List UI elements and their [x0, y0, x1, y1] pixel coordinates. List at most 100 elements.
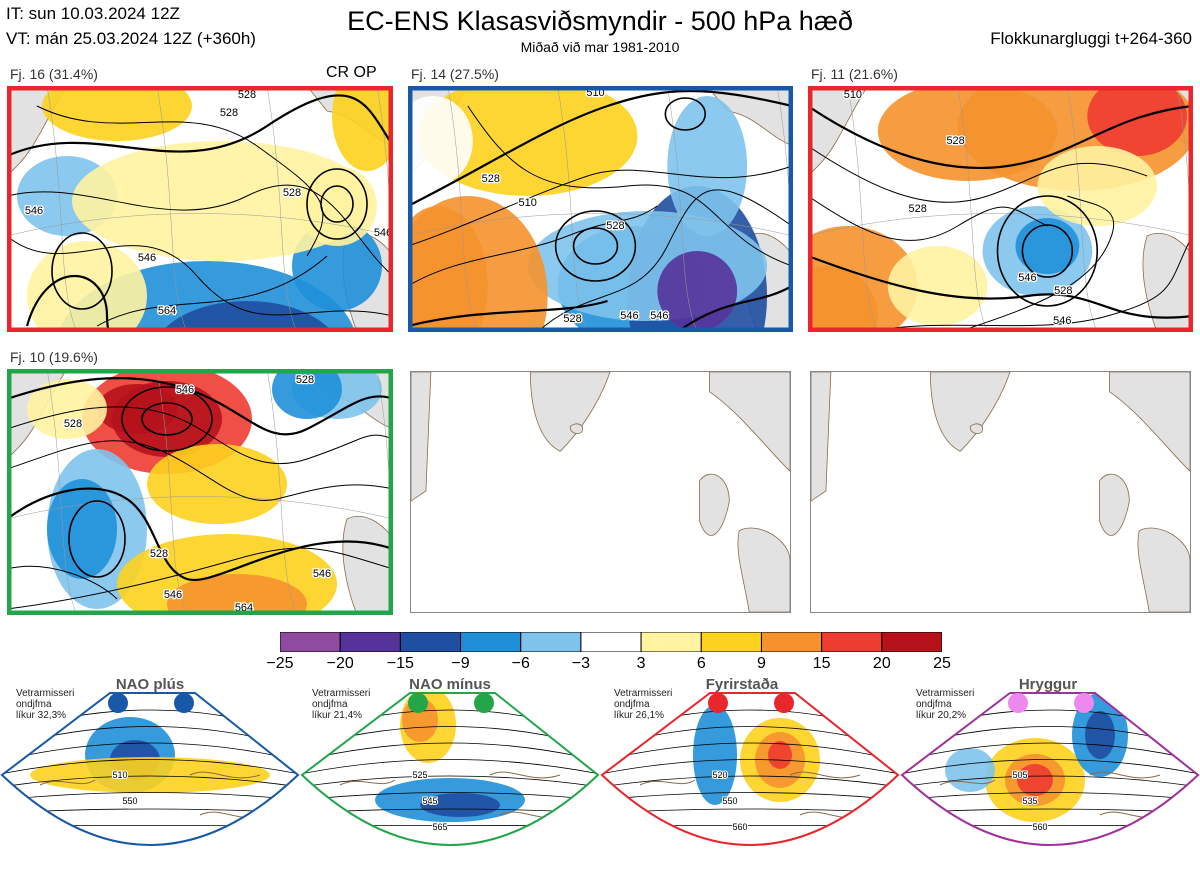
- colorbar-bin: [339, 632, 401, 652]
- chart-subtitle: Miðað við mar 1981-2010: [520, 39, 680, 55]
- height-contour: [7, 487, 393, 582]
- height-contour: [957, 195, 1114, 332]
- land-greenland: [529, 372, 611, 452]
- regime-contour-label: 510: [112, 770, 127, 780]
- colorbar-tick-label: −20: [326, 655, 354, 672]
- cluster-border: [408, 86, 793, 332]
- regime-dot: [1074, 693, 1094, 713]
- anomaly-area: [1087, 86, 1188, 156]
- regime-map-nao-minus: 525 545 565: [300, 675, 600, 871]
- regime-anomaly: [1015, 849, 1045, 861]
- colorbar: [280, 632, 942, 652]
- contour-label: 546: [620, 310, 638, 322]
- anomaly-area: [1037, 146, 1158, 226]
- height-contour: [808, 104, 1193, 170]
- regime-map-blocking: 520 550 560: [600, 675, 900, 871]
- height-contour-closed: [121, 386, 213, 452]
- regime-dot: [474, 693, 494, 713]
- contour-label: 546: [313, 568, 331, 580]
- regime-anomaly: [693, 705, 737, 805]
- regime-anomaly: [30, 757, 270, 793]
- anomaly-area: [297, 166, 377, 246]
- contour-label: 546: [176, 384, 194, 396]
- regime-name-3: Fyrirstaða: [705, 676, 779, 693]
- colorbar-bin: [700, 632, 762, 652]
- anomaly-area: [147, 444, 287, 524]
- colorbar-bin: [460, 632, 522, 652]
- graticule-line: [957, 86, 988, 332]
- regime-anomaly: [945, 748, 995, 792]
- anomaly-area: [27, 241, 147, 332]
- regime-border: [900, 692, 1200, 846]
- contour-label: 528: [1054, 285, 1072, 297]
- contour-label: 528: [909, 203, 927, 215]
- cluster-border: [808, 86, 1193, 332]
- regime-border: [600, 692, 900, 846]
- regime-contour-label: 545: [422, 796, 437, 806]
- colorbar-bin: [881, 632, 942, 652]
- land-europe: [1137, 527, 1190, 612]
- graticule-line: [557, 86, 588, 332]
- land-scandinavia: [709, 372, 790, 472]
- regime-name-2: NAO mínus: [409, 676, 491, 693]
- classification-window: Flokkunargluggi t+264-360: [990, 29, 1192, 48]
- cluster-border: [7, 369, 393, 615]
- anomaly-area: [97, 384, 177, 434]
- regime-dot: [708, 693, 728, 713]
- land-iceland: [569, 423, 584, 434]
- cluster-map-2: 510 528 510 528 528 546 546: [408, 86, 793, 332]
- colorbar-tick-label: 20: [872, 655, 891, 672]
- regime-contour: [2, 792, 298, 801]
- valid-time: VT: mán 25.03.2024 12Z (+360h): [6, 29, 256, 48]
- cluster-map-4: 546 528 528 528 546 546 564: [7, 369, 393, 615]
- graticule-line: [266, 86, 298, 332]
- panel-label-2: Fj. 14 (27.5%): [411, 66, 499, 82]
- regime-contour: [902, 792, 1198, 801]
- height-contour: [537, 189, 793, 332]
- contour-label: 546: [1053, 315, 1071, 327]
- regime-map-ridge: 505 535 560: [900, 675, 1200, 871]
- height-contour-closed: [51, 232, 113, 310]
- regime-anomaly: [768, 741, 792, 769]
- contour-label: 528: [238, 89, 256, 101]
- height-contour-closed: [996, 195, 1099, 307]
- colorbar-tick-label: −3: [571, 655, 591, 672]
- regime-contour: [902, 742, 1198, 762]
- contour-label: 528: [606, 220, 624, 232]
- regime-border: [300, 692, 600, 846]
- land-iceland: [969, 423, 984, 434]
- regime-contour: [302, 792, 598, 801]
- regime-name-4: Hryggur: [1018, 676, 1078, 693]
- contour-label: 546: [374, 227, 392, 239]
- land-greenland: [929, 372, 1011, 452]
- land-europe: [342, 516, 393, 615]
- height-contour: [7, 94, 393, 158]
- colorbar-tick-label: 9: [757, 655, 766, 672]
- regime-contour-label: 525: [412, 770, 427, 780]
- cluster-map-1: 528 546 528 546 528 564 546: [7, 86, 393, 332]
- regime-anomaly: [1017, 764, 1053, 796]
- regime-border: [0, 692, 300, 846]
- regime-contour: [902, 775, 1198, 788]
- height-contour: [467, 105, 793, 267]
- colorbar-bin: [580, 632, 642, 652]
- height-contour: [408, 165, 793, 247]
- land-europe: [737, 527, 790, 612]
- regime-note-4: Vetrarmisseri ondjfma líkur 20,2%: [916, 688, 975, 721]
- colorbar-tick-label: 15: [812, 655, 831, 672]
- colorbar-tick-label: −9: [451, 655, 470, 672]
- colorbar-bin: [520, 632, 582, 652]
- height-contour-closed: [572, 227, 619, 265]
- graticule-line: [1067, 86, 1098, 332]
- regime-contour-label: 565: [432, 822, 447, 832]
- regime-map-nao-plus: 510 550: [0, 675, 300, 871]
- panel-label-4: Fj. 10 (19.6%): [10, 349, 98, 365]
- land-greenland: [808, 86, 869, 177]
- contour-label: 546: [138, 252, 156, 264]
- graticule-line: [156, 369, 188, 615]
- anomaly-area: [1015, 218, 1080, 274]
- colorbar-bin: [640, 632, 702, 652]
- height-contour-closed: [664, 97, 707, 131]
- regime-contour: [602, 742, 898, 762]
